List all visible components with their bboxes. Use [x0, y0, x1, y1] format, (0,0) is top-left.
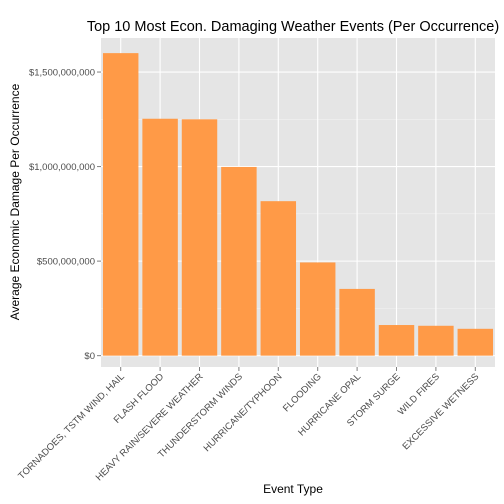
x-tick-label: HURRICANE/TYPHOON — [202, 371, 285, 454]
bar — [103, 53, 138, 356]
x-tick-label: EXCESSIVE WETNESS — [400, 371, 481, 452]
x-tick-label: FLOODING — [281, 371, 324, 414]
bar — [418, 326, 453, 356]
y-tick-label: $1,500,000,000 — [29, 67, 95, 78]
y-axis-ticks: $0 $500,000,000 $1,000,000,000 $1,500,000,0… — [29, 67, 101, 362]
bar — [339, 289, 374, 356]
x-axis-title: Event Type — [263, 482, 323, 496]
bar — [182, 119, 217, 355]
y-tick-label: $1,000,000,000 — [29, 162, 95, 173]
bar — [458, 329, 493, 356]
chart-title: Top 10 Most Econ. Damaging Weather Event… — [87, 19, 499, 35]
y-tick-label: $0 — [84, 351, 95, 362]
bar — [142, 119, 177, 356]
bar — [300, 262, 335, 355]
bar — [379, 325, 414, 356]
y-tick-label: $500,000,000 — [37, 256, 95, 267]
bar — [221, 167, 256, 356]
bar — [261, 201, 296, 355]
y-axis-title: Average Economic Damage Per Occurrence — [8, 83, 22, 320]
